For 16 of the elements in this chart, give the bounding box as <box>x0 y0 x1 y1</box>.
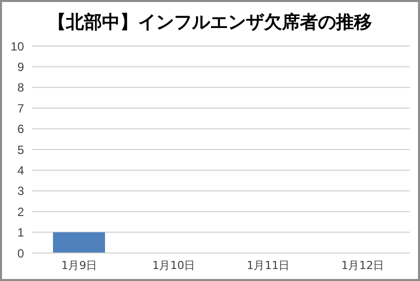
x-tick-label: 1月10日 <box>152 258 196 272</box>
y-tick-label: 4 <box>17 163 24 178</box>
chart-title: 【北部中】インフルエンザ欠席者の推移 <box>47 11 373 34</box>
x-tick-label: 1月12日 <box>341 258 384 272</box>
y-tick-label: 2 <box>17 204 24 219</box>
y-tick-label: 1 <box>17 226 24 240</box>
y-tick-label: 0 <box>17 246 24 260</box>
y-tick-label: 9 <box>17 60 24 74</box>
y-tick-label: 3 <box>17 184 24 198</box>
x-tick-label: 1月11日 <box>246 258 290 272</box>
y-tick-label: 7 <box>17 101 24 116</box>
y-tick-label: 8 <box>17 80 24 95</box>
x-tick-label: 1月9日 <box>61 258 98 272</box>
y-tick-label: 5 <box>17 142 24 157</box>
y-tick-label: 6 <box>17 122 24 136</box>
y-tick-label: 10 <box>10 39 24 54</box>
